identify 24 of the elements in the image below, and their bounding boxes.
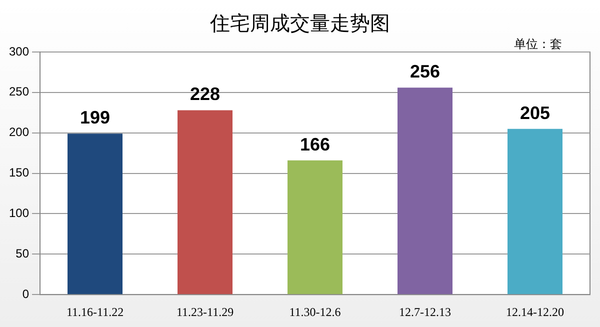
bar [68, 134, 123, 294]
chart-title: 住宅周成交量走势图 [209, 10, 391, 37]
y-tick-label: 150 [8, 166, 30, 180]
data-label: 205 [520, 102, 550, 123]
data-label: 166 [300, 134, 330, 154]
bar [178, 110, 233, 294]
x-tick-label: 11.30-12.6 [289, 304, 341, 319]
y-tick-label: 100 [8, 206, 30, 220]
data-label: 228 [190, 84, 220, 104]
bar [508, 128, 562, 294]
y-tick-label: 200 [8, 125, 30, 140]
x-tick-label: 12.7-12.13 [399, 304, 452, 319]
x-tick-label: 11.16-11.22 [66, 304, 124, 319]
y-tick-label: 300 [8, 44, 30, 58]
y-tick-label: 0 [22, 286, 30, 301]
y-tick-label: 250 [8, 84, 30, 99]
data-label: 199 [80, 108, 110, 128]
bar [288, 160, 343, 294]
text: 单位：套 [514, 36, 562, 53]
x-tick-label: 11.23-11.29 [176, 304, 234, 319]
y-tick-label: 50 [16, 246, 30, 260]
data-label: 256 [410, 62, 440, 82]
x-tick-label: 12.14-12.20 [506, 304, 564, 319]
bar [398, 88, 453, 294]
